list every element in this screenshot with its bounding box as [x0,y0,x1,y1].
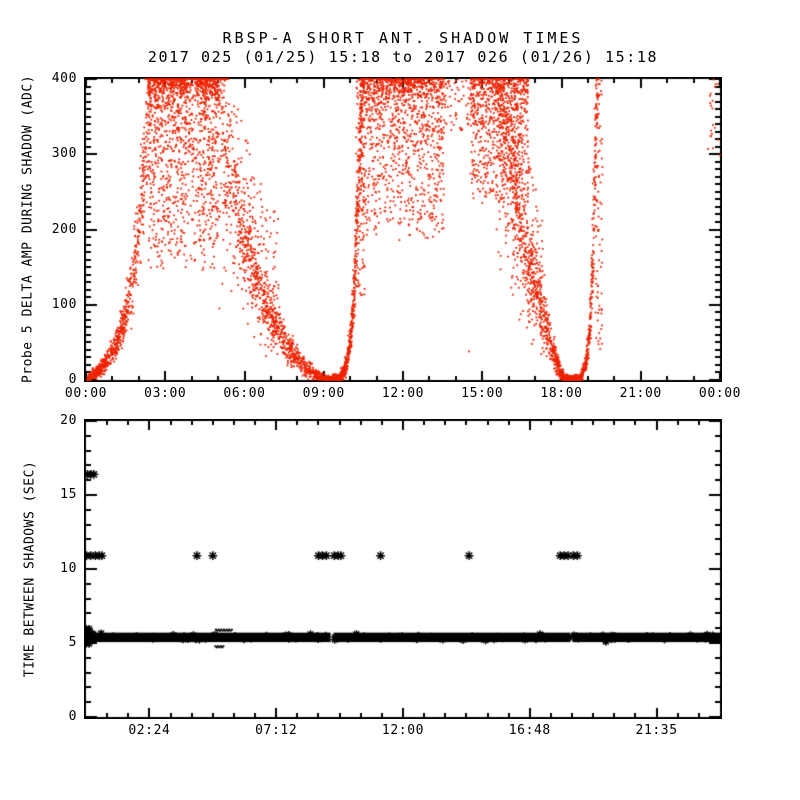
top-x-tick-label: 00:00 [64,386,108,401]
bottom-x-tick-label: 07:12 [255,723,298,738]
top-x-tick-label: 12:00 [381,386,425,401]
top-y-tick-label: 300 [51,146,77,162]
top-x-tick-label: 09:00 [302,386,345,401]
top-x-tick-label: 03:00 [144,386,187,401]
top-x-tick-label: 06:00 [223,386,266,401]
bottom-y-tick-label: 15 [60,487,77,502]
bottom-x-tick-label: 16:48 [508,723,551,738]
chart-subtitle: 2017 025 (01/25) 15:18 to 2017 026 (01/2… [147,48,659,66]
bottom-x-tick-label: 12:00 [381,723,425,738]
bottom-scatter-plot [84,419,722,719]
top-y-tick-label: 100 [51,296,77,312]
bottom-y-tick-label: 10 [60,561,77,576]
top-y-tick-label: 400 [51,71,77,86]
top-x-tick-label: 00:00 [698,386,742,401]
bottom-y-tick-label: 0 [68,709,77,724]
bottom-y-tick-label: 20 [60,413,77,428]
top-y-tick-label: 200 [51,221,77,237]
bottom-x-tick-label: 21:35 [635,723,678,738]
bottom-y-tick-label: 5 [68,635,77,650]
top-scatter-plot [84,77,722,382]
top-y-tick-label: 0 [68,372,77,387]
bottom-x-tick-label: 02:24 [128,723,171,738]
top-x-tick-label: 21:00 [619,386,662,401]
top-x-tick-label: 15:00 [461,386,504,401]
top-x-tick-label: 18:00 [540,386,583,401]
chart-title: RBSP-A SHORT ANT. SHADOW TIMES [222,29,584,47]
